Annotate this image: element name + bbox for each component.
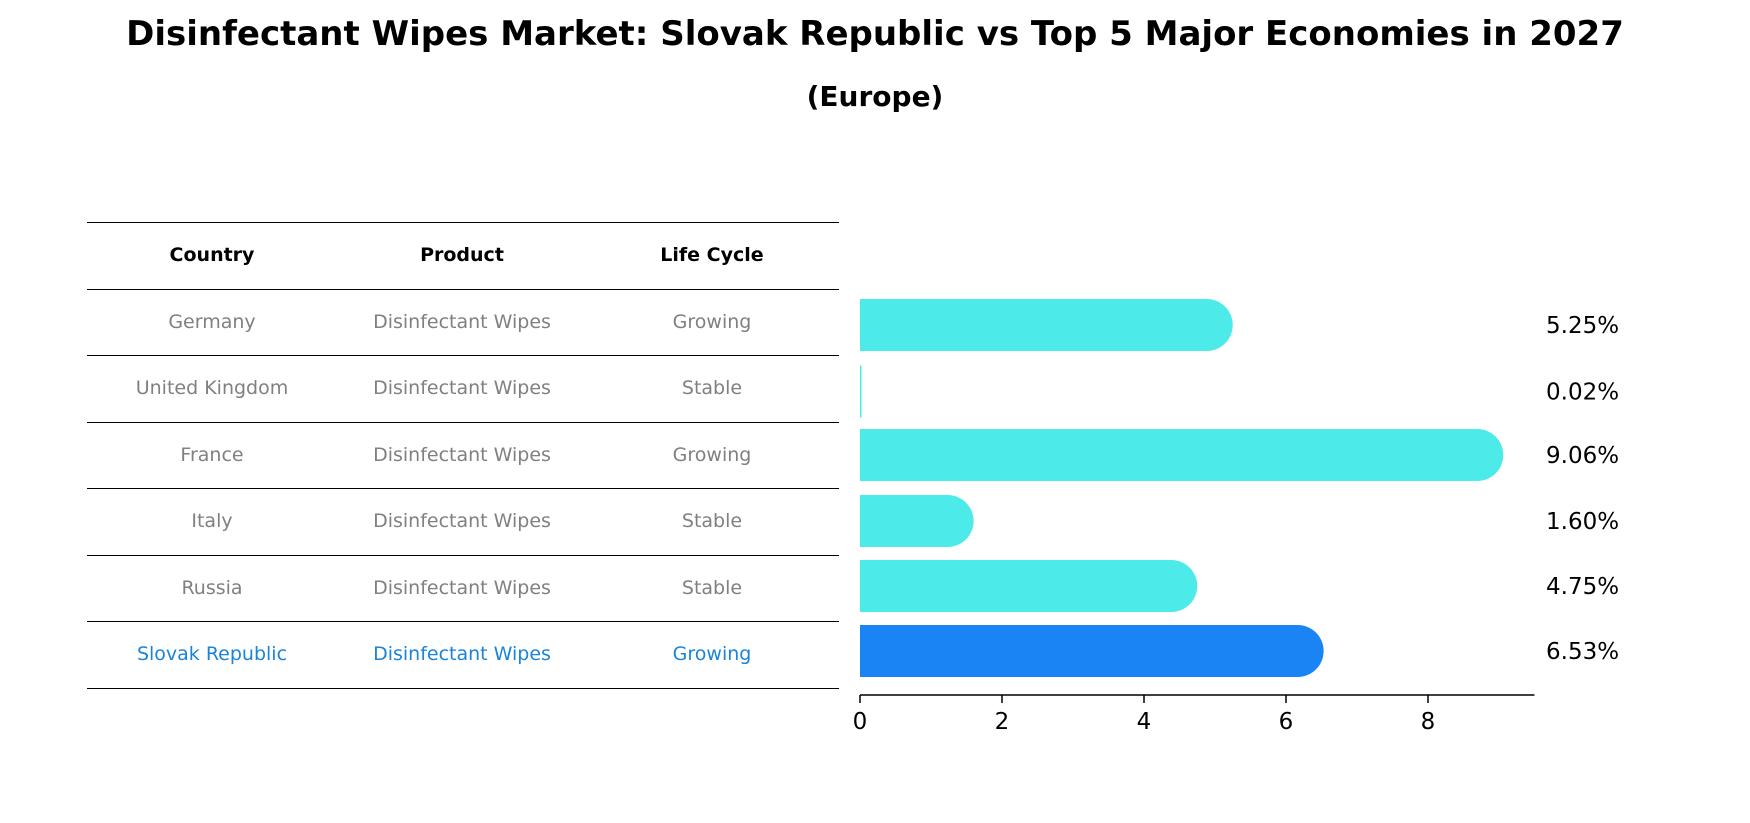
bar-value-label: 9.06% — [1546, 443, 1619, 469]
table-cell-life-cycle: Growing — [672, 643, 752, 666]
x-tick-label: 2 — [995, 709, 1010, 735]
bar-russia — [860, 560, 1198, 612]
bar-slovak-republic — [860, 625, 1324, 677]
table-header-product: Product — [420, 244, 504, 267]
bar-italy — [860, 495, 974, 547]
table-cell-product: Disinfectant Wipes — [373, 510, 551, 533]
table-cell-country: United Kingdom — [135, 377, 289, 400]
table-divider — [87, 621, 839, 622]
table-cell-product: Disinfectant Wipes — [373, 576, 551, 599]
table-cell-product: Disinfectant Wipes — [373, 310, 551, 333]
table-header-life-cycle: Life Cycle — [660, 244, 764, 267]
table-cell-country: Germany — [168, 310, 256, 333]
table-divider — [87, 288, 839, 290]
table-divider — [87, 488, 839, 489]
bar-france — [860, 429, 1504, 481]
table-cell-product: Disinfectant Wipes — [373, 643, 551, 666]
table-cell-life-cycle: Growing — [672, 443, 752, 466]
bar-value-label: 4.75% — [1546, 574, 1619, 600]
chart-title: Disinfectant Wipes Market: Slovak Republ… — [126, 14, 1624, 54]
x-tick-label: 0 — [853, 709, 868, 735]
x-tick-label: 4 — [1137, 709, 1152, 735]
x-tick-label: 8 — [1421, 709, 1436, 735]
table-cell-life-cycle: Stable — [681, 377, 743, 400]
x-tick-label: 6 — [1279, 709, 1294, 735]
table-header-country: Country — [169, 244, 255, 267]
table-cell-life-cycle: Stable — [681, 510, 743, 533]
table-cell-life-cycle: Growing — [672, 310, 752, 333]
table-cell-country: Slovak Republic — [136, 643, 288, 666]
table-cell-country: France — [180, 443, 244, 466]
table-cell-country: Italy — [191, 510, 233, 533]
bar-germany — [860, 299, 1233, 351]
table-cell-life-cycle: Stable — [681, 576, 743, 599]
table-cell-country: Russia — [181, 576, 243, 599]
table-cell-product: Disinfectant Wipes — [373, 377, 551, 400]
bar-united-kingdom — [860, 365, 862, 418]
bar-value-label: 5.25% — [1546, 313, 1619, 339]
bar-value-label: 6.53% — [1546, 639, 1619, 665]
table-divider — [87, 421, 839, 423]
table-divider — [87, 687, 839, 689]
chart-subtitle: (Europe) — [806, 80, 944, 113]
table-cell-product: Disinfectant Wipes — [373, 443, 551, 466]
table-divider — [87, 554, 839, 556]
table-divider — [87, 355, 839, 356]
bar-value-label: 0.02% — [1546, 380, 1619, 406]
bar-value-label: 1.60% — [1546, 509, 1619, 535]
table-divider — [87, 222, 839, 223]
